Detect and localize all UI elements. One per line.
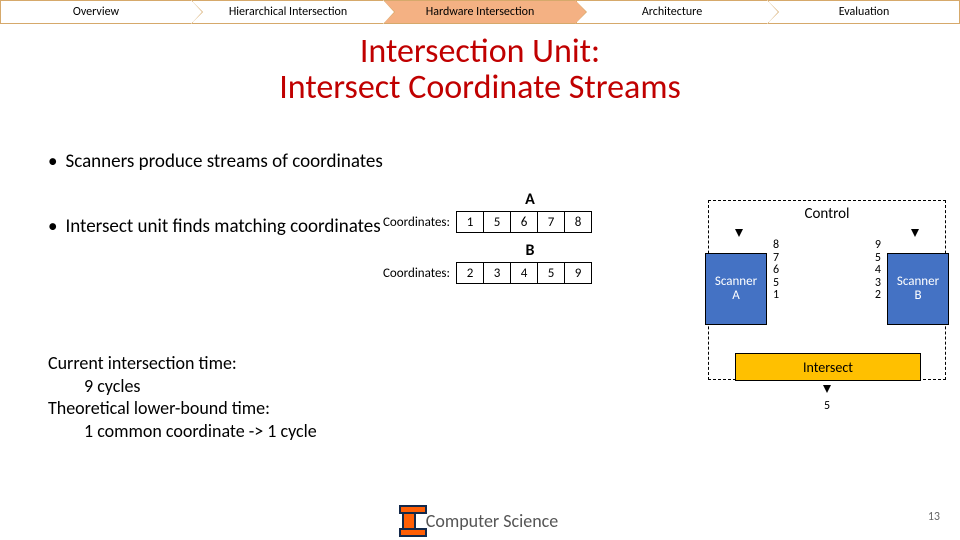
stream-a-cells: 1 5 6 7 8 <box>456 211 592 233</box>
scanner-a-l1: Scanner <box>715 275 757 289</box>
bullet-text: Scanners produce streams of coordinates <box>65 150 382 173</box>
page-title: Intersection Unit: Intersect Coordinate … <box>0 34 960 105</box>
bullet-dot: • <box>48 215 57 238</box>
cell: 5 <box>537 262 565 284</box>
summary-l2: 9 cycles <box>48 375 317 398</box>
arrow-down-icon <box>823 385 831 393</box>
cell: 2 <box>456 262 484 284</box>
stream-b-name: B <box>455 241 605 260</box>
num: 2 <box>875 289 881 302</box>
bullet-dot: • <box>48 150 57 173</box>
intersect-label: Intersect <box>803 359 853 376</box>
stream-a-row: Coordinates: 1 5 6 7 8 <box>370 211 605 233</box>
coordinate-streams: A Coordinates: 1 5 6 7 8 B Coordinates: … <box>370 190 605 292</box>
title-line2: Intersect Coordinate Streams <box>0 70 960 106</box>
scanner-b-l2: B <box>914 289 921 303</box>
footer: Computer Science <box>0 510 960 532</box>
arrow-down-icon <box>911 229 919 237</box>
bullet-1: • Scanners produce streams of coordinate… <box>48 150 468 173</box>
arrow-down-icon <box>735 229 743 237</box>
num: 8 <box>773 239 779 252</box>
scanner-b-output: 9 5 4 3 2 <box>875 239 881 302</box>
cell: 9 <box>564 262 592 284</box>
coords-label: Coordinates: <box>370 266 450 281</box>
summary-text: Current intersection time: 9 cycles Theo… <box>48 352 317 442</box>
scanner-a-box: Scanner A <box>705 253 767 325</box>
stream-b-cells: 2 3 4 5 9 <box>456 262 592 284</box>
cell: 4 <box>510 262 538 284</box>
cell: 6 <box>510 211 538 233</box>
stream-a-name: A <box>455 190 605 209</box>
scanner-a-output: 8 7 6 5 1 <box>773 239 779 302</box>
breadcrumb-nav: Overview Hierarchical Intersection Hardw… <box>0 0 960 24</box>
intersect-box: Intersect <box>735 353 921 381</box>
nav-overview[interactable]: Overview <box>0 0 192 24</box>
control-diagram: Control Scanner A Scanner B 8 7 6 5 1 9 … <box>708 200 946 380</box>
summary-l3: Theoretical lower-bound time: <box>48 397 317 420</box>
nav-architecture[interactable]: Architecture <box>576 0 768 24</box>
scanner-b-box: Scanner B <box>887 253 949 325</box>
nav-hardware[interactable]: Hardware Intersection <box>384 0 576 24</box>
title-line1: Intersection Unit: <box>0 34 960 70</box>
scanner-b-l1: Scanner <box>897 275 939 289</box>
num: 1 <box>773 289 779 302</box>
num: 9 <box>875 239 881 252</box>
scanner-a-l2: A <box>732 289 740 303</box>
cell: 3 <box>483 262 511 284</box>
nav-evaluation[interactable]: Evaluation <box>768 0 960 24</box>
illinois-logo-icon <box>402 510 416 532</box>
intersect-output: 5 <box>824 399 830 413</box>
nav-hierarchical[interactable]: Hierarchical Intersection <box>192 0 384 24</box>
cell: 5 <box>483 211 511 233</box>
num: 4 <box>875 264 881 277</box>
summary-l4: 1 common coordinate -> 1 cycle <box>48 420 317 443</box>
footer-text: Computer Science <box>426 510 559 532</box>
cell: 8 <box>564 211 592 233</box>
cell: 7 <box>537 211 565 233</box>
cell: 1 <box>456 211 484 233</box>
bullet-text: Intersect unit finds matching coordinate… <box>65 215 380 238</box>
stream-b-row: Coordinates: 2 3 4 5 9 <box>370 262 605 284</box>
summary-l1: Current intersection time: <box>48 352 317 375</box>
num: 6 <box>773 264 779 277</box>
coords-label: Coordinates: <box>370 215 450 230</box>
control-title: Control <box>709 205 945 223</box>
page-number: 13 <box>928 510 940 524</box>
